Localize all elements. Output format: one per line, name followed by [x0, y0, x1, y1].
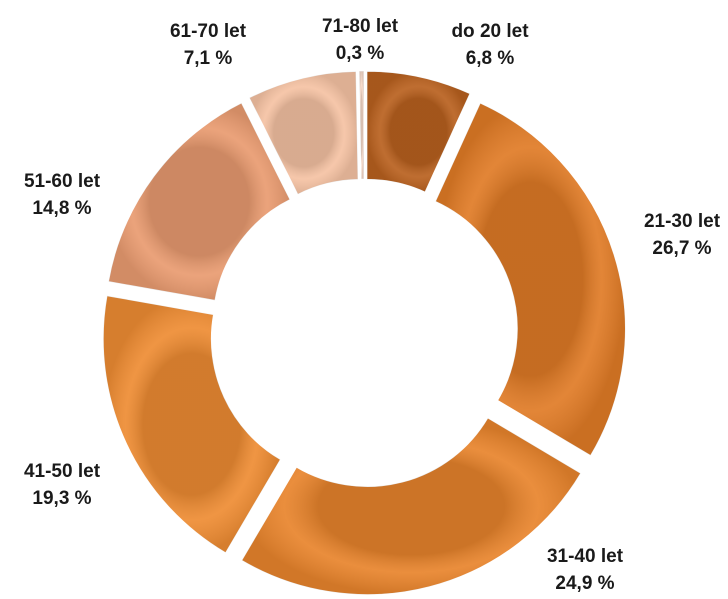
- category-label: 21-30 let: [644, 211, 721, 232]
- category-label: 31-40 let: [547, 546, 624, 567]
- category-label: 51-60 let: [24, 171, 101, 192]
- category-label: 41-50 let: [24, 461, 101, 482]
- donut-segment: [108, 102, 291, 301]
- value-label: 0,3 %: [336, 43, 385, 64]
- value-label: 7,1 %: [184, 48, 233, 69]
- donut-segment: [434, 102, 626, 457]
- donut-segment: [241, 417, 582, 595]
- category-label: 71-80 let: [322, 16, 399, 37]
- value-label: 26,7 %: [652, 238, 711, 259]
- value-label: 19,3 %: [32, 488, 91, 509]
- category-label: do 20 let: [451, 21, 529, 42]
- category-label: 61-70 let: [170, 21, 247, 42]
- donut-segment: [358, 70, 365, 180]
- value-label: 14,8 %: [32, 198, 91, 219]
- value-label: 6,8 %: [466, 48, 515, 69]
- value-label: 24,9 %: [555, 573, 614, 594]
- donut-segment: [102, 295, 281, 554]
